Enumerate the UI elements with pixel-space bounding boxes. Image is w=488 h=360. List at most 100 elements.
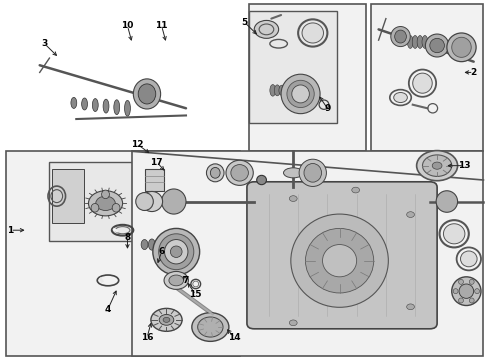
Ellipse shape xyxy=(91,203,99,212)
Ellipse shape xyxy=(92,99,98,112)
Ellipse shape xyxy=(425,34,448,57)
Ellipse shape xyxy=(159,315,173,325)
Ellipse shape xyxy=(133,79,160,109)
Text: 7: 7 xyxy=(183,276,189,285)
Ellipse shape xyxy=(153,228,199,275)
Ellipse shape xyxy=(351,187,359,193)
Ellipse shape xyxy=(406,212,414,217)
Ellipse shape xyxy=(283,168,303,178)
Ellipse shape xyxy=(170,246,182,257)
Ellipse shape xyxy=(88,191,122,216)
Ellipse shape xyxy=(421,36,427,48)
Bar xyxy=(49,162,157,241)
Ellipse shape xyxy=(289,320,297,326)
Ellipse shape xyxy=(163,318,169,322)
Ellipse shape xyxy=(138,84,156,104)
Ellipse shape xyxy=(225,160,253,185)
Text: 17: 17 xyxy=(150,158,163,167)
Ellipse shape xyxy=(287,86,293,95)
Ellipse shape xyxy=(443,224,464,244)
Ellipse shape xyxy=(446,33,475,62)
Ellipse shape xyxy=(299,159,326,186)
Text: 15: 15 xyxy=(189,290,202,299)
Ellipse shape xyxy=(322,244,356,277)
Text: 14: 14 xyxy=(228,333,241,342)
Bar xyxy=(370,4,483,151)
Ellipse shape xyxy=(269,85,275,96)
Ellipse shape xyxy=(274,85,280,96)
Text: 2: 2 xyxy=(469,68,476,77)
Ellipse shape xyxy=(136,193,153,211)
Ellipse shape xyxy=(114,100,120,114)
Ellipse shape xyxy=(281,74,320,114)
Text: 10: 10 xyxy=(121,21,133,30)
Ellipse shape xyxy=(81,98,87,110)
Ellipse shape xyxy=(161,189,185,214)
Text: 6: 6 xyxy=(158,247,164,256)
Ellipse shape xyxy=(278,85,284,95)
Ellipse shape xyxy=(163,238,169,251)
Ellipse shape xyxy=(468,298,473,303)
Bar xyxy=(144,169,163,191)
Ellipse shape xyxy=(393,93,407,103)
Ellipse shape xyxy=(158,234,193,270)
Ellipse shape xyxy=(458,279,463,284)
Bar xyxy=(249,12,336,123)
Ellipse shape xyxy=(151,309,182,331)
Text: 13: 13 xyxy=(457,161,469,170)
Ellipse shape xyxy=(394,30,406,43)
Ellipse shape xyxy=(197,317,223,337)
Ellipse shape xyxy=(422,155,451,176)
Ellipse shape xyxy=(124,100,130,116)
Ellipse shape xyxy=(256,175,266,185)
Bar xyxy=(5,151,239,356)
Ellipse shape xyxy=(474,289,479,294)
Ellipse shape xyxy=(96,196,115,211)
Ellipse shape xyxy=(112,203,120,212)
Ellipse shape xyxy=(407,36,412,48)
Ellipse shape xyxy=(452,289,457,294)
Ellipse shape xyxy=(206,164,224,182)
Text: 9: 9 xyxy=(324,104,330,113)
Ellipse shape xyxy=(163,271,188,289)
Ellipse shape xyxy=(412,73,431,93)
Ellipse shape xyxy=(71,97,77,108)
Ellipse shape xyxy=(429,39,444,53)
Ellipse shape xyxy=(435,191,457,212)
Ellipse shape xyxy=(210,167,220,178)
Ellipse shape xyxy=(168,275,183,286)
Ellipse shape xyxy=(305,228,373,293)
Ellipse shape xyxy=(141,239,148,249)
Bar xyxy=(132,151,483,356)
Ellipse shape xyxy=(451,37,470,57)
Ellipse shape xyxy=(156,238,162,251)
Text: 4: 4 xyxy=(104,305,111,314)
Ellipse shape xyxy=(164,239,187,264)
Text: 16: 16 xyxy=(141,333,153,342)
Ellipse shape xyxy=(390,27,409,46)
Ellipse shape xyxy=(468,279,473,284)
Bar xyxy=(52,169,83,223)
Ellipse shape xyxy=(458,284,473,298)
Ellipse shape xyxy=(411,36,417,48)
Ellipse shape xyxy=(148,239,155,250)
FancyBboxPatch shape xyxy=(246,182,436,329)
Text: 12: 12 xyxy=(131,140,143,149)
Text: 11: 11 xyxy=(155,21,167,30)
Ellipse shape xyxy=(458,298,463,303)
Ellipse shape xyxy=(416,36,422,48)
Ellipse shape xyxy=(102,190,109,199)
Ellipse shape xyxy=(302,23,323,43)
Ellipse shape xyxy=(451,277,480,306)
Text: 8: 8 xyxy=(124,233,130,242)
Ellipse shape xyxy=(304,163,321,182)
Ellipse shape xyxy=(291,85,309,103)
Ellipse shape xyxy=(290,214,387,307)
Text: 3: 3 xyxy=(41,39,48,48)
Ellipse shape xyxy=(230,165,248,181)
Ellipse shape xyxy=(460,251,476,267)
Ellipse shape xyxy=(283,86,288,95)
Text: 5: 5 xyxy=(241,18,247,27)
Ellipse shape xyxy=(254,21,278,39)
Ellipse shape xyxy=(406,304,414,310)
